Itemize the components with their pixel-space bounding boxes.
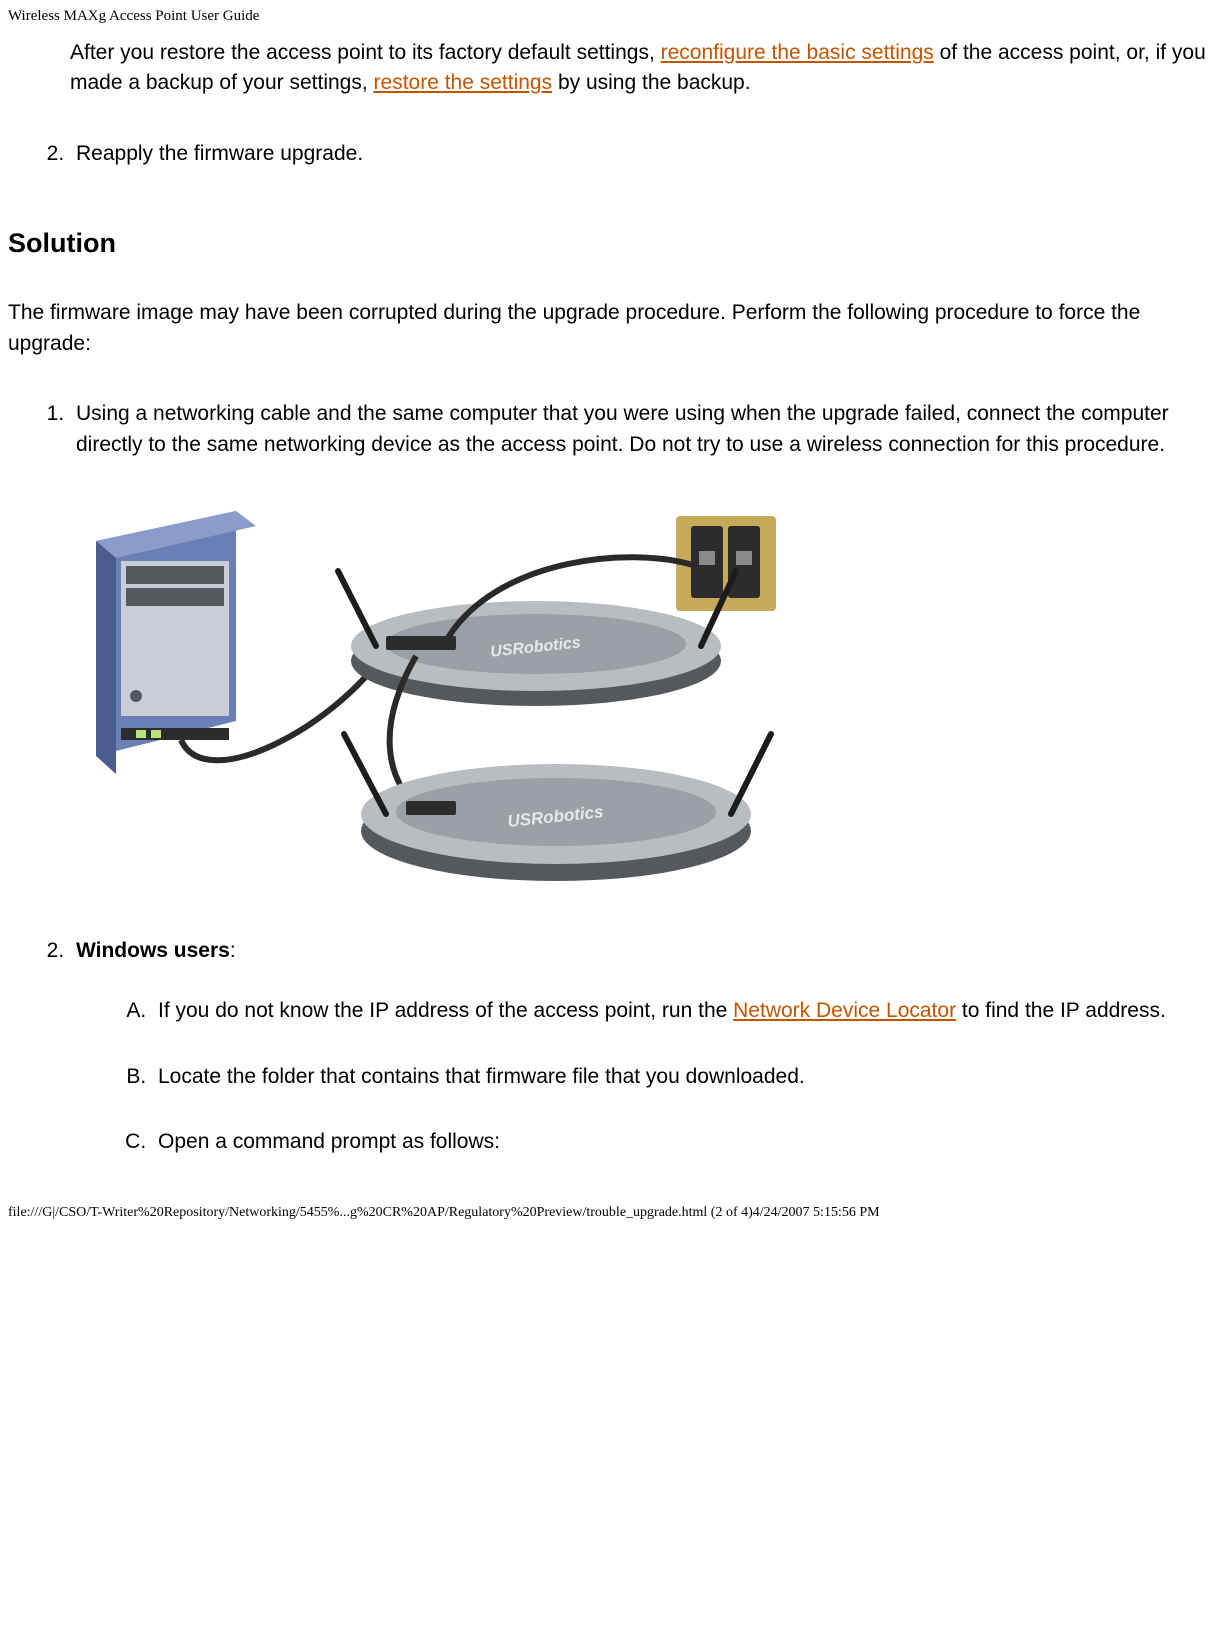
- substep-a: If you do not know the IP address of the…: [152, 996, 1221, 1026]
- solution-paragraph: The firmware image may have been corrupt…: [8, 298, 1213, 359]
- procedure-step-2: Windows users: If you do not know the IP…: [70, 936, 1221, 1158]
- procedure-step-1-text: Using a networking cable and the same co…: [76, 402, 1169, 455]
- substep-a-prefix: If you do not know the IP address of the…: [158, 999, 733, 1022]
- connection-diagram: USRobotics: [76, 496, 806, 896]
- step-reapply-text: Reapply the firmware upgrade.: [76, 142, 363, 165]
- access-point-bottom-icon: USRobotics: [344, 734, 771, 881]
- intro-paragraph: After you restore the access point to it…: [70, 38, 1221, 99]
- substep-c: Open a command prompt as follows:: [152, 1127, 1221, 1157]
- network-device-locator-link[interactable]: Network Device Locator: [733, 999, 956, 1022]
- windows-users-colon: :: [230, 939, 236, 962]
- desktop-computer-icon: [96, 511, 256, 774]
- procedure-step-1: Using a networking cable and the same co…: [70, 399, 1221, 896]
- substep-c-text: Open a command prompt as follows:: [158, 1130, 500, 1153]
- substep-a-suffix: to find the IP address.: [956, 999, 1166, 1022]
- restore-settings-link[interactable]: restore the settings: [374, 71, 553, 94]
- substep-b-text: Locate the folder that contains that fir…: [158, 1065, 805, 1088]
- step-reapply-firmware: Reapply the firmware upgrade.: [70, 139, 1221, 169]
- reconfigure-basic-settings-link[interactable]: reconfigure the basic settings: [661, 41, 934, 64]
- substep-b: Locate the folder that contains that fir…: [152, 1062, 1221, 1092]
- intro-text-prefix: After you restore the access point to it…: [70, 41, 661, 64]
- connection-diagram-svg: USRobotics: [76, 496, 806, 896]
- page-content: After you restore the access point to it…: [0, 28, 1221, 1158]
- windows-users-label: Windows users: [76, 939, 230, 962]
- solution-heading: Solution: [8, 224, 1221, 263]
- page-footer-path: file:///G|/CSO/T-Writer%20Repository/Net…: [0, 1193, 1221, 1223]
- procedure-list: Using a networking cable and the same co…: [0, 399, 1221, 1158]
- windows-substeps-list: If you do not know the IP address of the…: [76, 996, 1221, 1157]
- intro-text-suffix: by using the backup.: [552, 71, 750, 94]
- upper-ordered-list: Reapply the firmware upgrade.: [0, 139, 1221, 169]
- page-header: Wireless MAXg Access Point User Guide: [0, 0, 1221, 28]
